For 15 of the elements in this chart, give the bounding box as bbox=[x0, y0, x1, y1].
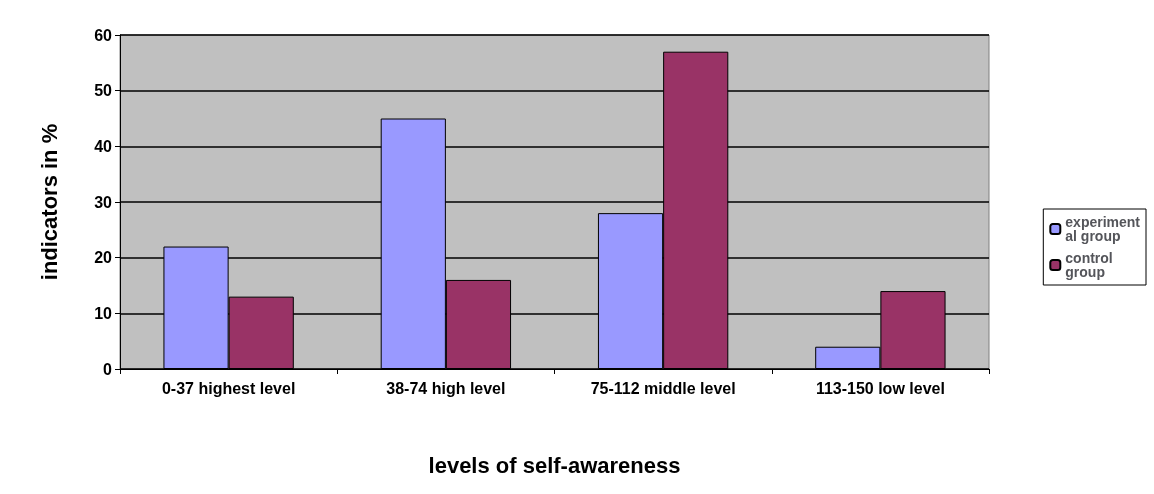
y-axis-title: indicators in % bbox=[36, 123, 62, 281]
legend-label: control group bbox=[1065, 250, 1117, 280]
y-tick-label: 30 bbox=[94, 193, 113, 211]
y-tick-label: 50 bbox=[94, 82, 113, 100]
y-tick-label: 20 bbox=[94, 249, 113, 267]
y-tick-label: 10 bbox=[94, 304, 113, 322]
y-tick-label: 60 bbox=[94, 26, 113, 44]
y-tick-label: 40 bbox=[94, 137, 113, 155]
legend-label: experimental group bbox=[1065, 214, 1141, 244]
y-tick-label: 0 bbox=[103, 360, 113, 378]
x-tick-label: 75-112 middle level bbox=[590, 379, 736, 397]
x-tick-label: 38-74 high level bbox=[386, 379, 506, 397]
x-tick-label: 0-37 highest level bbox=[161, 379, 296, 397]
x-axis-title: levels of self-awareness bbox=[428, 452, 681, 478]
x-tick-label: 113-150 low level bbox=[815, 379, 945, 397]
